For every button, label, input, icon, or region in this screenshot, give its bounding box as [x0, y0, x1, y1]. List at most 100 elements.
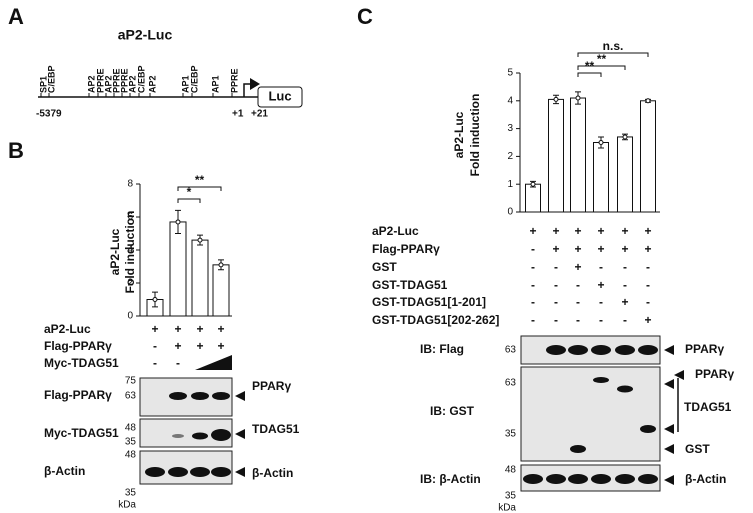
- data-point: [175, 219, 181, 225]
- condition-sign: -: [554, 278, 558, 292]
- band: [169, 392, 187, 400]
- size-marker: 35: [125, 488, 137, 499]
- element-label: PPRE: [119, 68, 129, 93]
- condition-sign: +: [196, 322, 203, 336]
- bar: [169, 221, 187, 317]
- element-label: AP1: [210, 75, 220, 93]
- target-label: β-Actin: [252, 466, 293, 480]
- condition-sign: +: [552, 224, 559, 238]
- condition-sign: +: [174, 322, 181, 336]
- size-unit: kDa: [118, 500, 136, 511]
- bar: [570, 97, 586, 213]
- band: [617, 385, 633, 393]
- target-label: TDAG51: [252, 422, 300, 436]
- tss-arrow: [243, 83, 252, 97]
- element-label: PPRE: [95, 68, 105, 93]
- condition-sign: -: [576, 278, 580, 292]
- target-label: PPARγ: [685, 342, 724, 356]
- condition-sign: +: [217, 339, 224, 353]
- target-label: GST: [685, 442, 710, 456]
- condition-sign: +: [552, 242, 559, 256]
- condition-sign: +: [597, 224, 604, 238]
- arrowhead: [235, 429, 245, 439]
- construct-title: aP2-Luc: [118, 27, 173, 43]
- blot: [520, 366, 661, 462]
- band: [638, 474, 658, 484]
- condition-sign: -: [153, 356, 157, 370]
- condition-sign: +: [597, 242, 604, 256]
- y-tick-label: 5: [507, 68, 513, 79]
- condition-sign: +: [529, 224, 536, 238]
- condition-sign: -: [153, 339, 157, 353]
- element-label: C/EBP: [46, 65, 56, 93]
- condition-sign: -: [646, 260, 650, 274]
- bar: [617, 136, 633, 213]
- target-label: PPARγ: [695, 367, 734, 381]
- condition-sign: -: [531, 295, 535, 309]
- condition-sign: +: [621, 224, 628, 238]
- arrowhead: [664, 379, 674, 389]
- arrowhead: [664, 424, 674, 434]
- blot-label: IB: β-Actin: [420, 472, 481, 486]
- bar: [640, 100, 656, 213]
- condition-sign: -: [646, 278, 650, 292]
- condition-sign: -: [176, 356, 180, 370]
- y-tick-label: 0: [127, 311, 133, 322]
- condition-label: GST-TDAG51[1-201]: [372, 295, 486, 309]
- condition-sign: +: [621, 295, 628, 309]
- condition-label: Flag-PPARγ: [44, 339, 112, 353]
- reporter-label: Luc: [268, 88, 291, 103]
- condition-label: GST: [372, 260, 397, 274]
- element-label: C/EBP: [136, 65, 146, 93]
- band: [640, 425, 656, 433]
- y-axis-label: aP2-Luc: [452, 111, 466, 158]
- size-marker: 48: [125, 450, 137, 461]
- significance-bracket: [577, 72, 602, 77]
- blot: [520, 335, 661, 365]
- y-tick-label: 2: [507, 151, 513, 162]
- size-marker: 35: [505, 429, 517, 440]
- reporter-box: [257, 86, 303, 108]
- condition-sign: -: [531, 313, 535, 327]
- significance-label: **: [597, 52, 607, 66]
- y-tick-label: 4: [507, 95, 513, 106]
- condition-sign: -: [576, 313, 580, 327]
- band: [212, 392, 230, 400]
- bar: [212, 264, 230, 317]
- band: [546, 345, 566, 355]
- size-marker: 63: [505, 345, 517, 356]
- size-marker: 48: [505, 465, 517, 476]
- band: [145, 467, 165, 477]
- significance-bracket: [577, 52, 649, 57]
- band: [568, 345, 588, 355]
- y-tick-label: 1: [507, 179, 513, 190]
- position-label: -5379: [36, 109, 62, 120]
- blot-label: Flag-PPARγ: [44, 388, 112, 402]
- band: [546, 474, 566, 484]
- significance-bracket: [177, 198, 201, 203]
- blot-label: IB: GST: [430, 404, 475, 418]
- arrowhead: [664, 475, 674, 485]
- position-label: +21: [251, 109, 268, 120]
- band: [615, 345, 635, 355]
- blot-label: β-Actin: [44, 464, 85, 478]
- element-label: AP2: [127, 75, 137, 93]
- band: [570, 445, 586, 453]
- promoter-map: Luc -5379 +1 +21: [36, 78, 303, 120]
- significance-label: **: [195, 173, 205, 187]
- element-label: AP2: [103, 75, 113, 93]
- band: [591, 345, 611, 355]
- element-label: C/EBP: [189, 65, 199, 93]
- band: [568, 474, 588, 484]
- y-tick-label: 4: [127, 245, 133, 256]
- condition-label: GST-TDAG51[202-262]: [372, 313, 499, 327]
- band: [523, 474, 543, 484]
- condition-label: GST-TDAG51: [372, 278, 448, 292]
- size-marker: 35: [125, 437, 137, 448]
- size-marker: 63: [505, 378, 517, 389]
- data-point: [218, 262, 224, 268]
- data-point: [530, 181, 536, 187]
- condition-sign: -: [576, 295, 580, 309]
- size-marker: 35: [505, 491, 517, 502]
